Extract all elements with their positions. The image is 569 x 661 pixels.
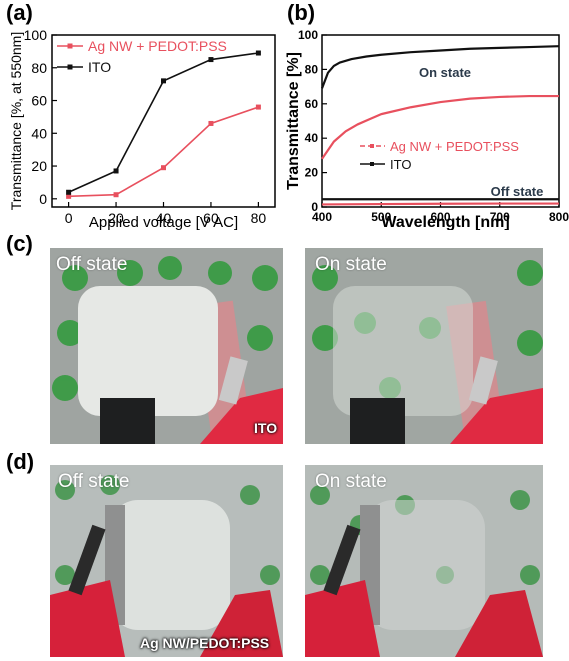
chart-a-series-line-0: [68, 106, 259, 198]
photo-d-off-state: Off state Ag NW/PEDOT:PSS: [50, 465, 283, 657]
chart-a-point-1-2: [161, 78, 166, 84]
chart-b-series-line-3: [321, 202, 559, 206]
chart-b-legend-marker-1: [370, 162, 374, 166]
chart-b-ytick-label-0: 0: [311, 200, 318, 214]
chart-b-annotation-off-state: Off state: [491, 184, 544, 199]
chart-a-ytick-label-1: 20: [31, 158, 47, 174]
chart-a-point-1-3: [208, 57, 214, 63]
chart-a-point-0-3: [208, 120, 214, 126]
chart-a-legend-label-0: Ag NW + PEDOT:PSS: [88, 38, 227, 54]
chart-a-point-1-4: [255, 50, 261, 56]
chart-b-xtick-label-0: 400: [312, 210, 332, 224]
chart-b-frame: [321, 34, 560, 208]
chart-a-xtick-label-3: 60: [203, 210, 219, 226]
chart-a-ytick-label-4: 80: [31, 60, 47, 76]
panel-label-d: (d): [6, 449, 35, 474]
panel-label-c: (c): [6, 231, 33, 256]
chart-a-point-1-1: [113, 168, 119, 174]
photo-c-off-state: Off state: [50, 248, 283, 444]
photo-c-off-state-caption: Off state: [56, 254, 128, 275]
panel-label-a: (a): [6, 0, 33, 25]
chart-b-xtick-label-2: 600: [430, 210, 450, 224]
chart-a-point-0-0: [66, 193, 72, 199]
chart-a-point-1-0: [66, 189, 72, 195]
chart-a-xtick-label-0: 0: [65, 210, 73, 226]
chart-a-ytick-label-5: 100: [24, 27, 48, 43]
chart-b-annotation-on-state: On state: [419, 65, 471, 80]
photo-c-on-state-image: [305, 248, 543, 444]
chart-a-legend-marker-1: [67, 64, 73, 70]
chart-b-xtick-label-3: 700: [490, 210, 510, 224]
chart-a-ytick-label-2: 40: [31, 125, 47, 141]
photo-d-tag: Ag NW/PEDOT:PSS: [140, 635, 270, 651]
chart-b-series-line-1: [321, 94, 559, 160]
chart-b-ytick-label-1: 20: [305, 166, 319, 180]
chart-a-xlabel: Applied voltage [V AC]: [89, 214, 238, 230]
chart-b-xlabel: Wavelength [nm]: [381, 214, 509, 230]
chart-a-legend-marker-0: [67, 43, 73, 49]
chart-a-point-0-4: [255, 104, 261, 110]
chart-b-ytick-label-2: 40: [305, 131, 319, 145]
chart-b: 0 20 40 60 80 100 400 500 600 700 800 Wavelength [n…: [285, 28, 569, 230]
photo-c-on-state-caption: On state: [315, 254, 387, 275]
chart-b-ylabel: Transmittance [%]: [285, 52, 302, 190]
chart-b-ytick-label-5: 100: [298, 28, 318, 42]
chart-a-ytick-label-0: 0: [39, 191, 47, 207]
photo-d-on-state-caption: On state: [315, 471, 387, 492]
chart-a-xtick-label-4: 80: [251, 210, 267, 226]
chart-b-ytick-label-3: 60: [305, 97, 319, 111]
chart-a-ylabel: Transmittance [%, at 550nm]: [8, 32, 24, 210]
chart-b-legend-marker-0: [370, 144, 374, 148]
photo-d-off-state-image: [50, 465, 283, 657]
chart-a-frame: [51, 34, 276, 208]
chart-a-legend-label-1: ITO: [88, 59, 111, 75]
chart-a-xtick-label-1: 20: [108, 210, 124, 226]
chart-a-point-0-1: [113, 192, 119, 198]
chart-b-ytick-label-4: 80: [305, 62, 319, 76]
photo-c-on-state: On state: [305, 248, 543, 444]
photo-d-on-state: On state: [305, 465, 543, 657]
chart-a-ytick-label-3: 60: [31, 93, 47, 109]
chart-a-xtick-label-2: 40: [156, 210, 172, 226]
panel-label-b: (b): [287, 0, 316, 25]
photo-d-on-state-image: [305, 465, 543, 657]
photo-c-tag: ITO: [254, 420, 278, 436]
chart-b-series-line-0: [320, 45, 560, 89]
chart-b-legend-label-1: ITO: [390, 157, 411, 172]
photo-c-off-state-image: [50, 248, 283, 444]
chart-b-xtick-label-4: 800: [549, 210, 569, 224]
chart-a: 0 20 40 60 80 100 0 20 40 60 80 Applied voltage [V …: [8, 27, 276, 230]
chart-b-xtick-label-1: 500: [371, 210, 391, 224]
photo-d-off-state-caption: Off state: [58, 471, 130, 492]
chart-a-point-0-2: [161, 165, 166, 171]
chart-b-legend-label-0: Ag NW + PEDOT:PSS: [390, 139, 519, 154]
